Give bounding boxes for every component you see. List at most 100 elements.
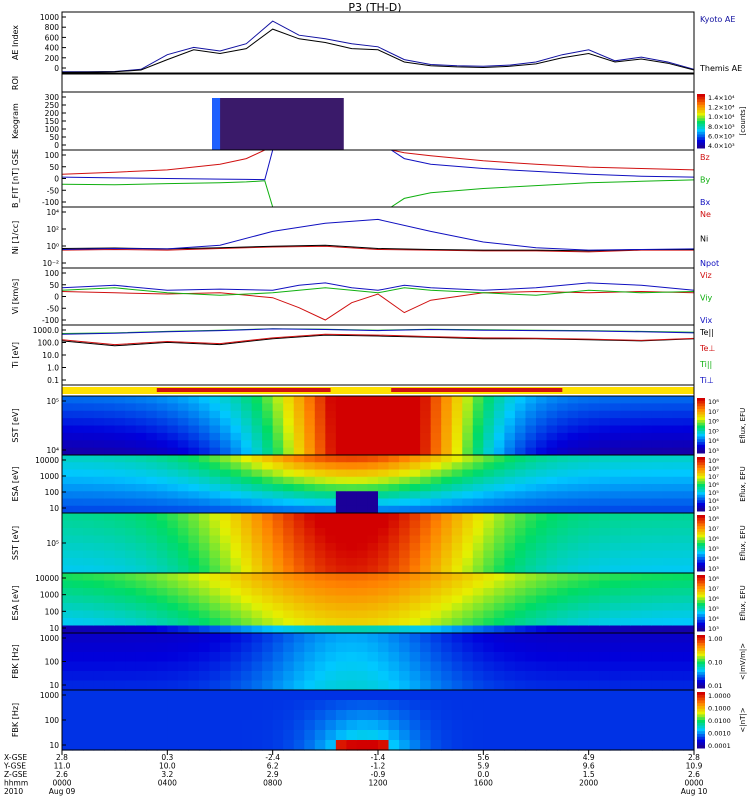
heatmap-cell xyxy=(557,484,569,492)
heatmap-cell xyxy=(230,730,242,741)
heatmap-cell xyxy=(367,410,379,419)
heatmap-cell xyxy=(599,573,611,582)
heatmap-cell xyxy=(620,618,632,627)
heatmap-cell xyxy=(462,550,474,559)
heatmap-cell xyxy=(430,625,442,634)
heatmap-cell xyxy=(62,543,74,552)
heatmap-cell xyxy=(378,573,390,582)
heatmap-cell xyxy=(114,618,126,627)
heatmap-cell xyxy=(567,588,579,597)
heatmap-cell xyxy=(104,633,116,644)
footer-value: -1.2 xyxy=(371,762,386,771)
heatmap-cell xyxy=(588,491,600,500)
heatmap-cell xyxy=(504,642,516,653)
heatmap-cell xyxy=(399,550,411,559)
heatmap-cell xyxy=(104,440,116,449)
heatmap-cell xyxy=(220,410,232,419)
heatmap-cell xyxy=(135,476,147,485)
heatmap-cell xyxy=(504,520,516,529)
heatmap-cell xyxy=(451,550,463,559)
heatmap-cell xyxy=(483,447,495,456)
heatmap-cell xyxy=(651,661,663,672)
heatmap-cell xyxy=(620,671,632,682)
heatmap-cell xyxy=(125,484,137,492)
heatmap-cell xyxy=(493,625,505,634)
heatmap-cell xyxy=(567,440,579,449)
heatmap-cell xyxy=(662,625,674,634)
heatmap-cell xyxy=(672,618,685,627)
heatmap-cell xyxy=(420,558,432,567)
heatmap-cell xyxy=(504,440,516,449)
heatmap-cell xyxy=(409,484,421,492)
heatmap-cell xyxy=(93,425,105,434)
tick-label: 0 xyxy=(54,64,59,73)
tick-label: 100 xyxy=(45,607,60,616)
heatmap-cell xyxy=(251,520,263,529)
heatmap-cell xyxy=(104,610,116,619)
heatmap-cell xyxy=(272,396,284,404)
heatmap-cell xyxy=(620,595,632,604)
heatmap-cell xyxy=(125,425,137,434)
axis-label: FBK [Hz] xyxy=(11,703,20,737)
heatmap-cell xyxy=(588,455,600,463)
heatmap-cell xyxy=(335,432,347,441)
axis-label: SST [eV] xyxy=(11,408,20,442)
heatmap-cell xyxy=(325,671,337,682)
heatmap-cell xyxy=(241,491,253,500)
heatmap-cell xyxy=(451,543,463,552)
heatmap-cell xyxy=(167,610,179,619)
heatmap-cell xyxy=(451,690,463,701)
heatmap-cell xyxy=(272,550,284,559)
heatmap-cell xyxy=(451,513,463,522)
heatmap-cell xyxy=(420,462,432,471)
heatmap-cell xyxy=(514,535,527,544)
heatmap-cell xyxy=(167,535,179,544)
heatmap-cell xyxy=(462,671,474,682)
colorbar-cell xyxy=(697,600,705,604)
heatmap-cell xyxy=(399,671,411,682)
heatmap-cell xyxy=(672,573,685,582)
heatmap-cell xyxy=(420,432,432,441)
heatmap-cell xyxy=(114,680,126,691)
heatmap-cell xyxy=(514,642,527,653)
heatmap-cell xyxy=(135,535,147,544)
heatmap-cell xyxy=(198,469,211,478)
heatmap-cell xyxy=(651,505,663,514)
heatmap-cell xyxy=(514,528,527,537)
colorbar-cell xyxy=(697,137,705,141)
heatmap-cell xyxy=(462,491,474,500)
heatmap-cell xyxy=(430,498,442,507)
heatmap-cell xyxy=(220,595,232,604)
heatmap-cell xyxy=(472,610,484,619)
heatmap-cell xyxy=(662,403,674,412)
heatmap-cell xyxy=(251,580,263,589)
heatmap-cell xyxy=(325,565,337,574)
heatmap-cell xyxy=(114,740,126,751)
heatmap-cell xyxy=(462,396,474,404)
heatmap-cell xyxy=(683,550,695,559)
heatmap-cell xyxy=(314,418,326,427)
heatmap-cell xyxy=(272,580,284,589)
heatmap-cell xyxy=(135,671,147,682)
heatmap-cell xyxy=(293,710,305,721)
heatmap-cell xyxy=(72,625,84,634)
heatmap-cell xyxy=(430,513,442,522)
heatmap-cell xyxy=(167,690,179,701)
heatmap-cell xyxy=(230,432,242,441)
heatmap-cell xyxy=(378,690,390,701)
heatmap-cell xyxy=(451,710,463,721)
heatmap-cell xyxy=(156,543,168,552)
heatmap-cell xyxy=(93,491,105,500)
heatmap-cell xyxy=(283,661,295,672)
heatmap-cell xyxy=(104,661,116,672)
heatmap-cell xyxy=(609,462,621,471)
heatmap-cell xyxy=(536,550,548,559)
heatmap-cell xyxy=(493,550,505,559)
tick-label: 10⁴ xyxy=(46,208,59,217)
heatmap-cell xyxy=(430,700,442,711)
heatmap-cell xyxy=(651,565,663,574)
heatmap-cell xyxy=(641,730,653,741)
heatmap-cell xyxy=(493,513,505,522)
heatmap-sst_i xyxy=(62,513,695,574)
heatmap-cell xyxy=(451,580,463,589)
